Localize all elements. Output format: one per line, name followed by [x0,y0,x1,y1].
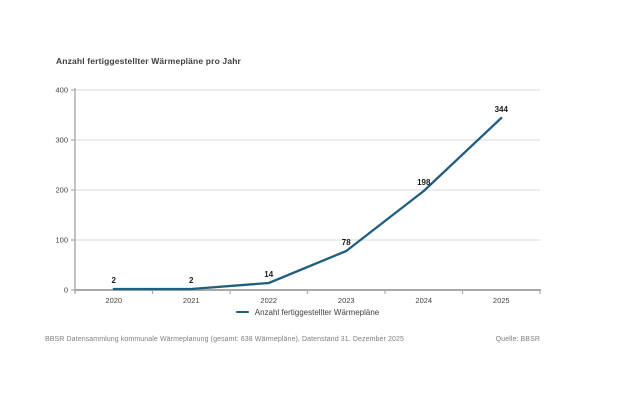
y-tick-label: 400 [55,86,68,95]
y-tick-label: 100 [55,236,68,245]
legend: Anzahl fertiggestellter Wärmepläne [75,306,540,318]
footer-note: BBSR Datensammlung kommunale Wärmeplanun… [45,336,404,343]
x-tick-label: 2021 [183,296,200,305]
data-label: 198 [417,178,431,187]
footer: BBSR Datensammlung kommunale Wärmeplanun… [45,336,540,343]
series-line [112,116,503,291]
legend-line-marker [235,310,249,314]
x-tick-label: 2022 [260,296,277,305]
y-tick-label: 0 [64,286,68,295]
data-label: 344 [495,105,509,114]
data-label: 78 [342,238,351,247]
x-tick-label: 2023 [338,296,355,305]
data-label: 2 [112,276,117,285]
x-tick-label: 2025 [493,296,510,305]
data-label: 2 [189,276,194,285]
data-label: 14 [264,270,273,279]
x-tick-label: 2020 [105,296,122,305]
x-tick-label: 2024 [415,296,432,305]
y-tick-label: 200 [55,186,68,195]
footer-source: Quelle: BBSR [495,336,540,343]
chart-title: Anzahl fertiggestellter Wärmepläne pro J… [56,56,241,66]
legend-label: Anzahl fertiggestellter Wärmepläne [254,307,380,317]
y-tick-label: 300 [55,136,68,145]
